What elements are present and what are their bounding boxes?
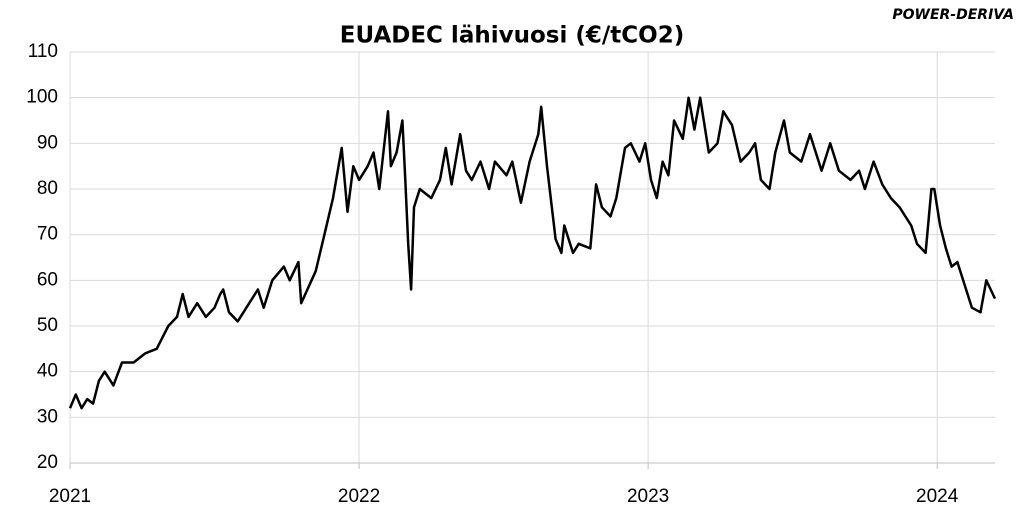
chart-title: EUADEC lähivuosi (€/tCO2) <box>340 23 684 49</box>
price-line <box>68 96 997 410</box>
x-tick-label: 2024 <box>916 486 959 507</box>
y-tick-label: 20 <box>37 452 58 473</box>
y-tick-label: 70 <box>37 224 58 245</box>
y-tick-label: 100 <box>26 87 58 108</box>
y-tick-label: 60 <box>37 269 58 290</box>
x-tick-label: 2021 <box>49 486 91 507</box>
x-tick-label: 2023 <box>627 486 669 507</box>
y-tick-label: 90 <box>37 132 58 153</box>
y-tick-label: 30 <box>37 406 58 427</box>
y-tick-label: 40 <box>37 361 58 382</box>
logo: POWER-DERIVA <box>892 7 1014 23</box>
y-tick-label: 80 <box>37 178 58 199</box>
y-tick-label: 110 <box>28 41 58 62</box>
y-tick-label: 50 <box>37 315 58 336</box>
x-tick-label: 2022 <box>338 486 380 507</box>
